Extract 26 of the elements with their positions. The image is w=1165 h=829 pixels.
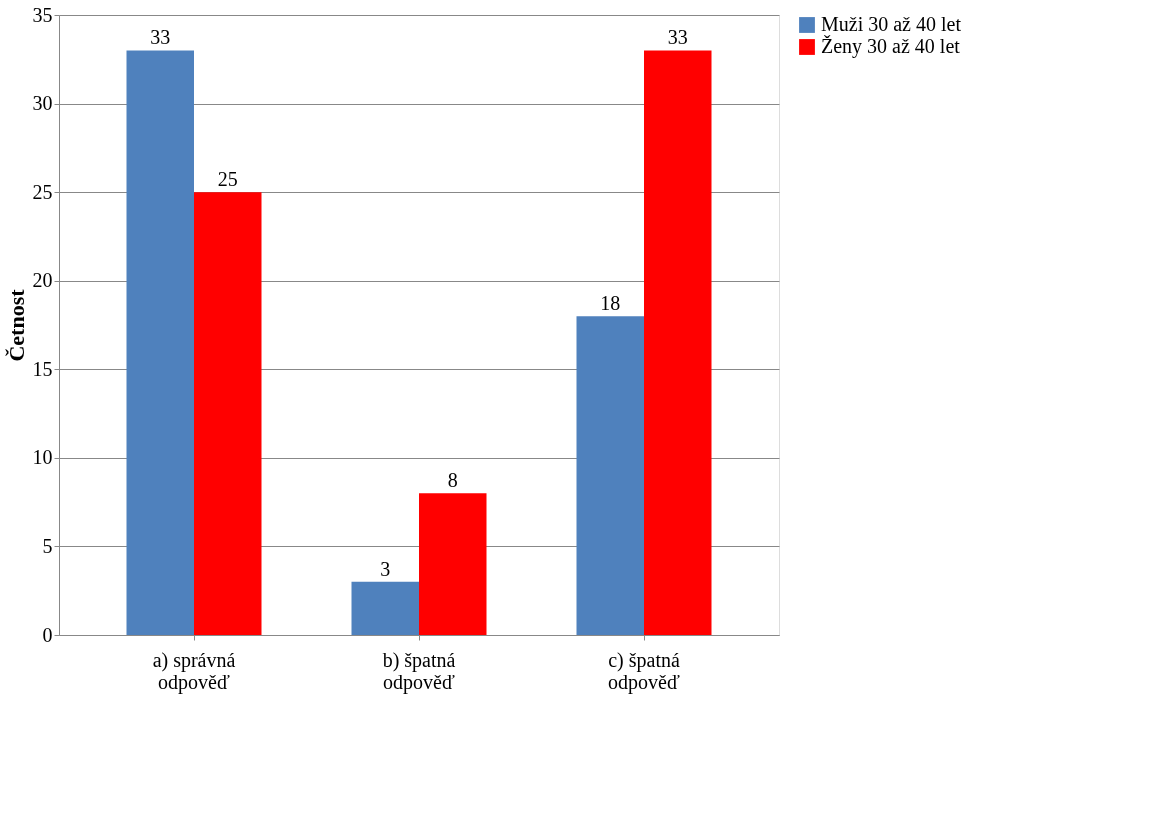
bar bbox=[126, 50, 194, 635]
y-tick-label: 25 bbox=[32, 180, 53, 203]
bar bbox=[644, 50, 712, 635]
data-label: 25 bbox=[217, 168, 238, 191]
y-tick-label: 30 bbox=[32, 92, 53, 115]
x-tick-label: a) správná odpověď bbox=[152, 648, 236, 694]
x-tick-label: b) špatná odpověď bbox=[382, 648, 456, 694]
data-label: 3 bbox=[380, 557, 391, 580]
y-tick-label: 10 bbox=[32, 446, 53, 469]
data-label: 18 bbox=[600, 292, 621, 315]
data-label: 33 bbox=[667, 26, 688, 49]
data-label: 33 bbox=[150, 26, 171, 49]
y-tick-label: 20 bbox=[32, 269, 53, 292]
x-tick-label: c) špatná odpověď bbox=[608, 648, 680, 694]
legend-label: Ženy 30 až 40 let bbox=[821, 35, 961, 58]
y-tick-label: 15 bbox=[32, 357, 53, 380]
data-label: 8 bbox=[447, 469, 458, 492]
y-tick-label: 5 bbox=[42, 534, 53, 557]
y-tick-label: 35 bbox=[32, 3, 53, 26]
bar bbox=[194, 192, 262, 635]
bar bbox=[419, 493, 487, 635]
bar bbox=[576, 316, 644, 635]
y-tick-label: 0 bbox=[42, 623, 53, 646]
y-axis-title: Četnost bbox=[3, 288, 29, 362]
bar bbox=[351, 581, 419, 635]
legend-label: Muži 30 až 40 let bbox=[821, 13, 962, 35]
